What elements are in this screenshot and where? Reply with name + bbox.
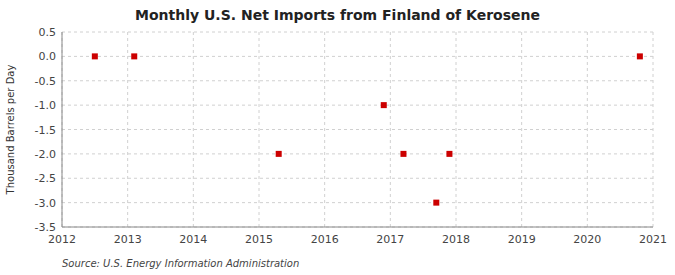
x-tick-label: 2021 bbox=[639, 233, 667, 246]
y-tick-label: -1.0 bbox=[35, 99, 56, 112]
x-tick-label: 2017 bbox=[376, 233, 404, 246]
x-tick-label: 2019 bbox=[508, 233, 536, 246]
x-grid-line bbox=[62, 32, 63, 227]
x-tick-label: 2020 bbox=[573, 233, 601, 246]
x-grid-line bbox=[324, 32, 325, 227]
x-grid-line bbox=[127, 32, 128, 227]
y-grid-line bbox=[62, 80, 653, 81]
y-tick-label: -3.0 bbox=[35, 197, 56, 210]
x-grid-line bbox=[193, 32, 194, 227]
chart-container: Monthly U.S. Net Imports from Finland of… bbox=[0, 0, 675, 275]
source: Source: U.S. Energy Information Administ… bbox=[62, 258, 299, 269]
x-tick-label: 2012 bbox=[48, 233, 76, 246]
point bbox=[276, 151, 282, 157]
point bbox=[446, 151, 452, 157]
x-tick-label: 2014 bbox=[179, 233, 207, 246]
y-grid-line bbox=[62, 178, 653, 179]
x-grid-line bbox=[521, 32, 522, 227]
x-tick-label: 2013 bbox=[114, 233, 142, 246]
y-tick-label: -0.5 bbox=[35, 75, 56, 88]
y-tick-label: -2.0 bbox=[35, 148, 56, 161]
point bbox=[433, 200, 439, 206]
y-grid-line bbox=[62, 56, 653, 57]
x-tick-label: 2016 bbox=[311, 233, 339, 246]
point bbox=[381, 102, 387, 108]
point bbox=[637, 53, 643, 59]
x-grid-line bbox=[587, 32, 588, 227]
x-tick-label: 2015 bbox=[245, 233, 273, 246]
y-grid-line bbox=[62, 32, 653, 33]
point bbox=[92, 53, 98, 59]
y-tick-label: -2.5 bbox=[35, 172, 56, 185]
y-axis-label: Thousand Barrels per Day bbox=[5, 65, 16, 196]
x-grid-line bbox=[390, 32, 391, 227]
points bbox=[92, 53, 643, 205]
point bbox=[131, 53, 137, 59]
y-tick-label: 0.0 bbox=[39, 50, 57, 63]
x-grid-line bbox=[653, 32, 654, 227]
y-grid-line bbox=[62, 227, 653, 228]
point bbox=[400, 151, 406, 157]
grid bbox=[62, 32, 653, 227]
y-grid-line bbox=[62, 105, 653, 106]
x-grid-line bbox=[259, 32, 260, 227]
chart: Monthly U.S. Net Imports from Finland of… bbox=[0, 0, 675, 275]
tick-labels: 0.50.0-0.5-1.0-1.5-2.0-2.5-3.0-3.5201220… bbox=[35, 26, 667, 246]
title: Monthly U.S. Net Imports from Finland of… bbox=[135, 7, 540, 23]
y-tick-label: 0.5 bbox=[39, 26, 57, 39]
y-tick-label: -1.5 bbox=[35, 124, 56, 137]
x-axis-line bbox=[62, 227, 653, 228]
y-axis-line bbox=[62, 32, 63, 227]
x-tick-label: 2018 bbox=[442, 233, 470, 246]
y-grid-line bbox=[62, 129, 653, 130]
x-grid-line bbox=[456, 32, 457, 227]
y-grid-line bbox=[62, 202, 653, 203]
y-grid-line bbox=[62, 153, 653, 154]
